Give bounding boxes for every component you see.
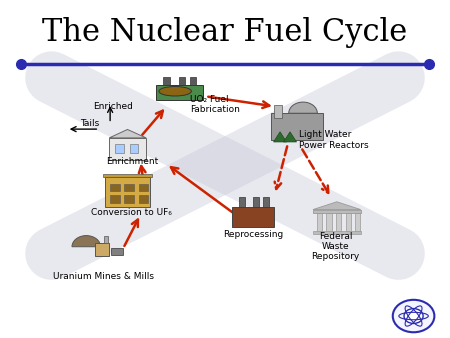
Bar [313,210,361,213]
Text: Enrichment: Enrichment [106,157,158,166]
Bar [263,197,269,207]
Bar [355,213,360,231]
Bar [270,113,323,140]
Bar [110,195,120,203]
Wedge shape [289,102,317,113]
Text: The Nuclear Fuel Cycle: The Nuclear Fuel Cycle [42,17,408,48]
Bar [104,236,108,243]
Bar [317,213,322,231]
Bar [313,231,361,234]
Polygon shape [274,132,287,142]
Bar [111,248,123,255]
Bar [336,213,341,231]
Bar [110,184,120,191]
Text: Tails: Tails [80,119,99,128]
Bar [95,243,109,256]
Bar [139,184,148,191]
Bar [163,77,170,84]
Bar [125,195,134,203]
Bar [179,77,184,84]
Text: Conversion to UF₆: Conversion to UF₆ [91,208,172,217]
Polygon shape [109,129,146,138]
Wedge shape [72,236,101,247]
Polygon shape [313,202,361,210]
Bar [115,144,124,153]
Bar [274,105,282,118]
Text: 1: 1 [396,316,405,329]
Bar [103,174,152,177]
Text: UO₂ Fuel
Fabrication: UO₂ Fuel Fabrication [190,95,240,114]
Bar [156,84,203,100]
Ellipse shape [159,87,191,96]
Text: Federal
Waste
Repository: Federal Waste Repository [311,232,360,261]
Bar [239,197,245,207]
Polygon shape [284,132,297,142]
Text: Enriched: Enriched [93,102,133,111]
Bar [125,184,134,191]
Text: Uranium Mines & Mills: Uranium Mines & Mills [53,272,154,281]
Bar [346,213,351,231]
Bar [253,197,259,207]
Text: Reprocessing: Reprocessing [223,230,284,239]
Bar [232,207,274,227]
Bar [109,138,146,160]
Bar [190,77,196,84]
Text: Light Water
Power Reactors: Light Water Power Reactors [299,130,368,149]
Circle shape [393,300,434,332]
Bar [326,213,332,231]
Bar [130,144,138,153]
Bar [105,177,150,207]
Bar [139,195,148,203]
Circle shape [404,309,423,323]
